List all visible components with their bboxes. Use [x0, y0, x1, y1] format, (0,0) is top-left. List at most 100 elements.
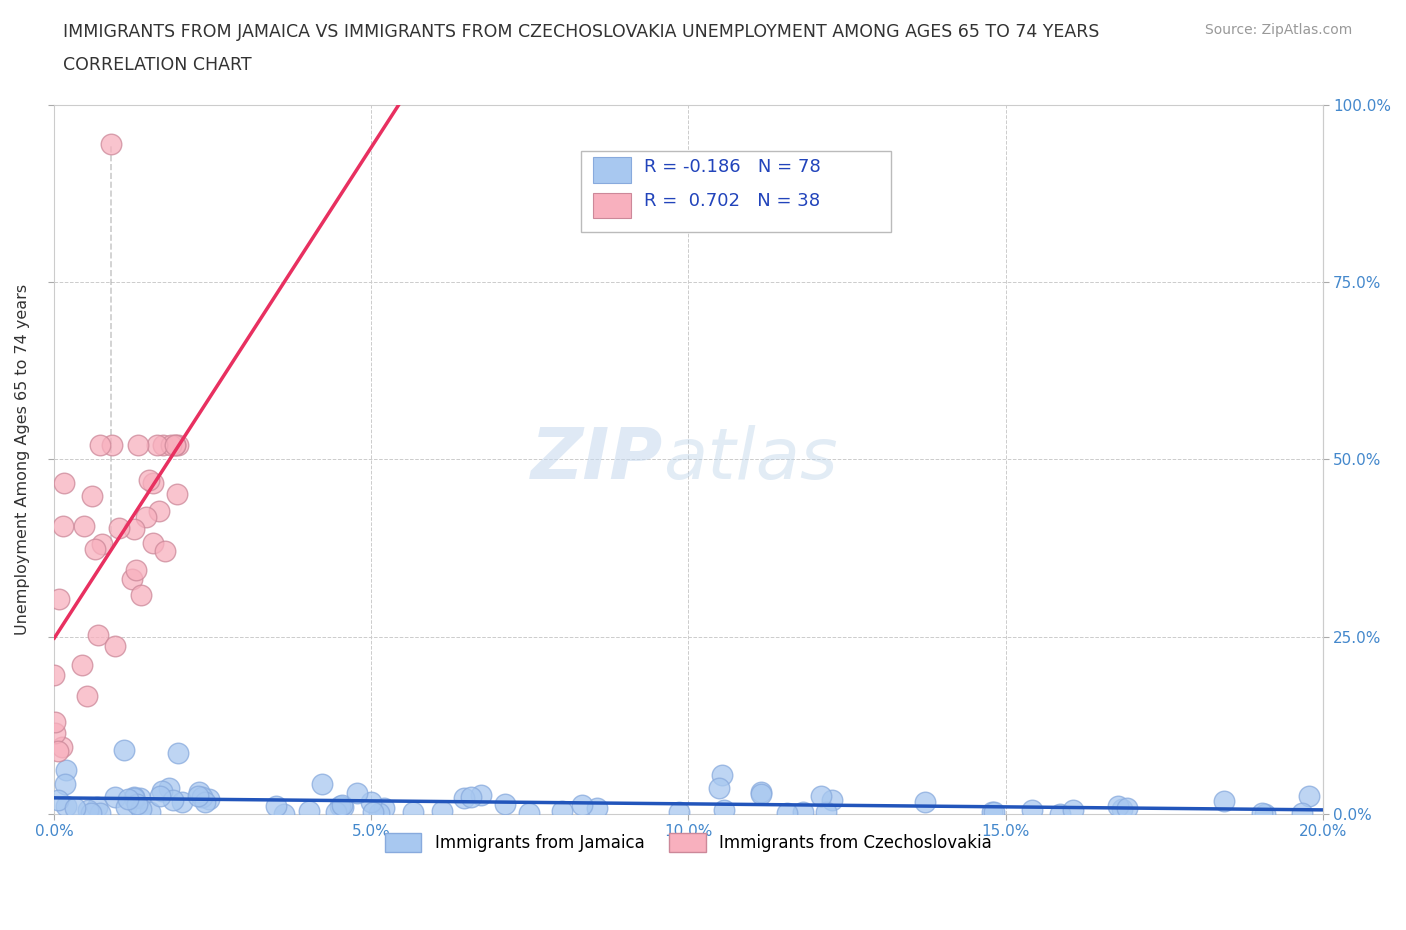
Point — [86, 800, 108, 815]
Point — [142, 476, 165, 491]
Point — [51, 519, 73, 534]
Point — [122, 522, 145, 537]
Point — [330, 797, 353, 812]
Point — [100, 137, 122, 152]
Point — [517, 806, 540, 821]
Point — [104, 790, 127, 804]
Point — [44, 726, 66, 741]
Point — [159, 438, 181, 453]
Point — [401, 805, 423, 820]
Point — [55, 799, 77, 814]
Point — [165, 438, 187, 453]
Point — [194, 795, 217, 810]
Point — [430, 804, 453, 818]
Point — [1291, 806, 1313, 821]
Point — [89, 806, 111, 821]
Point — [983, 804, 1005, 819]
Point — [981, 804, 1004, 819]
Point — [138, 804, 160, 819]
Point — [117, 791, 139, 806]
Point — [368, 805, 391, 820]
Point — [122, 790, 145, 804]
FancyBboxPatch shape — [581, 151, 891, 232]
Text: R =  0.702   N = 38: R = 0.702 N = 38 — [644, 192, 820, 210]
Point — [668, 804, 690, 819]
Point — [87, 628, 110, 643]
Point — [146, 438, 169, 453]
Point — [129, 587, 152, 602]
Point — [749, 787, 772, 802]
Point — [157, 780, 180, 795]
Point — [749, 784, 772, 799]
Point — [162, 792, 184, 807]
Point — [135, 510, 157, 525]
Point — [125, 563, 148, 578]
Point — [460, 790, 482, 804]
Point — [101, 438, 124, 453]
Point — [820, 793, 842, 808]
Point — [815, 804, 838, 819]
Point — [89, 438, 111, 453]
Point — [187, 784, 209, 799]
Point — [48, 592, 70, 607]
Point — [1049, 806, 1071, 821]
Point — [792, 804, 814, 819]
Point — [127, 438, 149, 453]
Point — [138, 473, 160, 488]
Point — [191, 790, 214, 804]
Point — [112, 743, 135, 758]
Point — [360, 795, 382, 810]
Point — [325, 804, 347, 819]
Text: atlas: atlas — [664, 425, 838, 494]
Point — [73, 518, 96, 533]
Point — [121, 572, 143, 587]
Point — [709, 781, 731, 796]
Point — [76, 688, 98, 703]
Point — [70, 658, 93, 672]
Point — [914, 795, 936, 810]
Point — [52, 475, 75, 490]
Point — [53, 777, 76, 791]
Point — [122, 790, 145, 805]
Point — [1062, 802, 1084, 817]
Point — [329, 798, 352, 813]
Point — [108, 521, 131, 536]
Point — [1298, 789, 1320, 804]
Point — [129, 802, 152, 817]
Point — [149, 788, 172, 803]
Point — [264, 798, 287, 813]
Legend: Immigrants from Jamaica, Immigrants from Czechoslovakia: Immigrants from Jamaica, Immigrants from… — [378, 826, 998, 858]
Point — [1107, 799, 1129, 814]
Point — [142, 536, 165, 551]
Point — [810, 789, 832, 804]
Point — [187, 789, 209, 804]
Point — [115, 800, 138, 815]
Point — [170, 794, 193, 809]
Point — [104, 639, 127, 654]
Point — [80, 805, 103, 820]
Point — [90, 536, 112, 551]
Text: Source: ZipAtlas.com: Source: ZipAtlas.com — [1205, 23, 1353, 37]
Text: IMMIGRANTS FROM JAMAICA VS IMMIGRANTS FROM CZECHOSLOVAKIA UNEMPLOYMENT AMONG AGE: IMMIGRANTS FROM JAMAICA VS IMMIGRANTS FR… — [63, 23, 1099, 41]
Point — [711, 767, 734, 782]
Text: R = -0.186   N = 78: R = -0.186 N = 78 — [644, 158, 821, 176]
Point — [48, 743, 70, 758]
Point — [776, 806, 799, 821]
Point — [373, 801, 395, 816]
Point — [1213, 793, 1236, 808]
Point — [1116, 801, 1139, 816]
Point — [127, 797, 149, 812]
Text: CORRELATION CHART: CORRELATION CHART — [63, 56, 252, 73]
Point — [163, 438, 186, 453]
Point — [273, 806, 295, 821]
Point — [361, 804, 384, 819]
Point — [571, 798, 593, 813]
Point — [494, 796, 516, 811]
Point — [298, 804, 321, 818]
Point — [585, 800, 607, 815]
Point — [453, 790, 475, 805]
Point — [44, 668, 66, 683]
Point — [148, 503, 170, 518]
Point — [1111, 802, 1133, 817]
Point — [55, 763, 77, 777]
